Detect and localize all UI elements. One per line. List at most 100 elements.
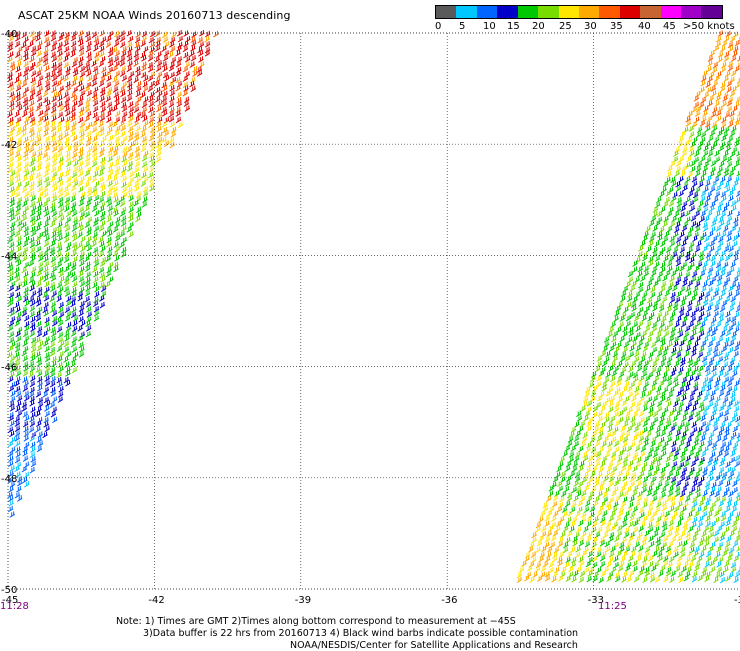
wind-barb xyxy=(50,166,57,173)
wind-barb xyxy=(610,321,617,328)
wind-barb xyxy=(725,145,731,152)
wind-barb xyxy=(587,570,594,577)
wind-barb xyxy=(14,435,21,442)
wind-barb xyxy=(56,245,63,253)
wind-barb xyxy=(86,306,92,313)
wind-barb xyxy=(198,41,205,48)
wind-barb xyxy=(121,146,128,153)
wind-barb xyxy=(35,105,41,112)
wind-barb xyxy=(702,261,708,268)
wind-barb xyxy=(633,315,640,322)
wind-barb xyxy=(594,531,601,539)
wind-barb xyxy=(589,505,596,513)
wind-barb xyxy=(8,385,15,392)
wind-barb xyxy=(716,206,722,213)
wind-barb xyxy=(171,31,177,39)
wind-barb xyxy=(691,535,698,543)
wind-barb xyxy=(119,210,126,217)
wind-barb xyxy=(92,135,98,143)
wind-barb xyxy=(712,425,719,432)
wind-barb xyxy=(85,301,92,308)
wind-barb xyxy=(163,140,170,147)
wind-barb xyxy=(686,290,692,298)
longitude-label: -45 xyxy=(2,595,18,606)
wind-barb xyxy=(673,505,680,513)
wind-barb xyxy=(107,230,113,237)
wind-barb xyxy=(685,251,691,258)
wind-barb xyxy=(569,506,576,514)
wind-barb xyxy=(688,561,694,568)
wind-barb xyxy=(107,246,113,253)
wind-barb xyxy=(680,450,686,458)
wind-barb xyxy=(51,315,58,323)
wind-barb xyxy=(542,501,548,509)
wind-barb xyxy=(730,561,737,569)
wind-barb xyxy=(647,315,653,322)
wind-barb xyxy=(694,116,700,124)
wind-barb xyxy=(734,455,740,462)
wind-barb xyxy=(659,531,666,538)
wind-barb xyxy=(189,80,195,88)
wind-barb xyxy=(162,90,169,98)
wind-barb xyxy=(587,476,594,484)
wind-barb xyxy=(135,85,142,93)
wind-barb xyxy=(185,36,191,43)
wind-barb xyxy=(724,186,731,193)
wind-barb xyxy=(84,155,91,162)
wind-barb xyxy=(642,461,648,469)
wind-barb xyxy=(8,35,15,42)
wind-barb xyxy=(708,95,715,102)
wind-barb xyxy=(66,145,72,153)
wind-barb xyxy=(681,225,688,232)
wind-barb xyxy=(664,366,670,373)
wind-barb xyxy=(99,240,105,248)
wind-barb xyxy=(693,101,700,109)
wind-barb xyxy=(77,100,84,108)
wind-barb xyxy=(681,376,688,384)
wind-barb xyxy=(15,215,21,223)
wind-barb xyxy=(648,256,654,263)
wind-barb xyxy=(675,221,681,228)
wind-barb xyxy=(114,136,121,143)
wind-barb xyxy=(121,156,127,163)
wind-barb xyxy=(65,300,72,307)
wind-barb xyxy=(37,380,43,387)
wind-barb xyxy=(691,106,698,113)
wind-barb xyxy=(715,395,721,403)
wind-barb xyxy=(30,346,37,353)
wind-barb xyxy=(91,120,98,128)
wind-barb xyxy=(127,135,134,142)
wind-barb xyxy=(35,45,42,52)
wind-barb xyxy=(694,265,700,272)
wind-barb xyxy=(654,201,661,209)
wind-barb xyxy=(99,110,105,118)
wind-barb xyxy=(624,471,630,478)
wind-barb xyxy=(721,300,728,307)
wind-barb xyxy=(128,211,134,219)
wind-barb xyxy=(727,60,734,68)
wind-barb xyxy=(52,416,58,424)
wind-barb xyxy=(169,141,175,149)
wind-barb xyxy=(707,55,714,62)
wind-barb xyxy=(675,480,682,487)
wind-barb xyxy=(133,180,140,188)
wind-barb xyxy=(128,71,135,78)
wind-barb xyxy=(680,470,686,477)
wind-barb xyxy=(86,70,92,77)
wind-barb xyxy=(668,255,675,262)
legend-swatch xyxy=(619,6,641,18)
wind-barb xyxy=(63,101,70,108)
wind-barb xyxy=(716,546,722,553)
wind-barb xyxy=(71,275,78,283)
wind-barb xyxy=(701,355,708,363)
wind-barb xyxy=(50,256,57,263)
wind-barb xyxy=(147,50,154,57)
wind-barb xyxy=(655,536,661,543)
wind-barb xyxy=(703,105,709,112)
wind-barb xyxy=(719,460,725,467)
wind-barb xyxy=(718,390,725,397)
wind-barb xyxy=(717,350,723,357)
wind-barb xyxy=(114,255,120,262)
wind-barb xyxy=(579,570,586,578)
wind-barb xyxy=(30,290,37,297)
